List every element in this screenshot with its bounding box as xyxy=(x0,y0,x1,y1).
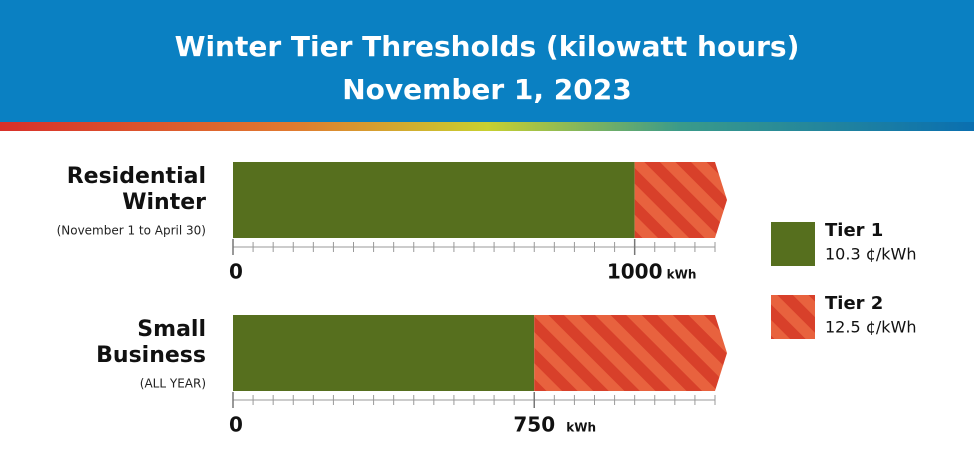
row-title: Residential xyxy=(67,164,206,189)
header-strip xyxy=(0,122,974,131)
bar-segment xyxy=(534,315,727,391)
bar-segment xyxy=(634,162,727,238)
legend-swatch xyxy=(771,295,815,339)
x-tick-label: 0 xyxy=(229,260,243,284)
row-title: Winter xyxy=(122,190,206,215)
legend-rate: 10.3 ¢/kWh xyxy=(825,245,917,264)
title: Winter Tier Thresholds (kilowatt hours) xyxy=(175,30,800,63)
header-bg xyxy=(0,0,974,122)
legend-rate: 12.5 ¢/kWh xyxy=(825,318,917,337)
bar-segment xyxy=(233,162,635,238)
x-tick-label: 0 xyxy=(229,413,243,437)
x-tick-label: 1000 xyxy=(607,260,663,284)
row-title: Small xyxy=(137,317,206,342)
title: November 1, 2023 xyxy=(342,73,631,106)
bar-segment xyxy=(233,315,535,391)
row-subtitle: (ALL YEAR) xyxy=(140,377,206,391)
x-unit: kWh xyxy=(566,421,596,435)
legend-label: Tier 1 xyxy=(825,220,883,241)
legend-swatch xyxy=(771,222,815,266)
x-unit: kWh xyxy=(667,268,697,282)
row-title: Business xyxy=(96,343,206,368)
row-subtitle: (November 1 to April 30) xyxy=(57,224,206,238)
legend-label: Tier 2 xyxy=(825,293,883,314)
x-tick-label: 750 xyxy=(513,413,555,437)
